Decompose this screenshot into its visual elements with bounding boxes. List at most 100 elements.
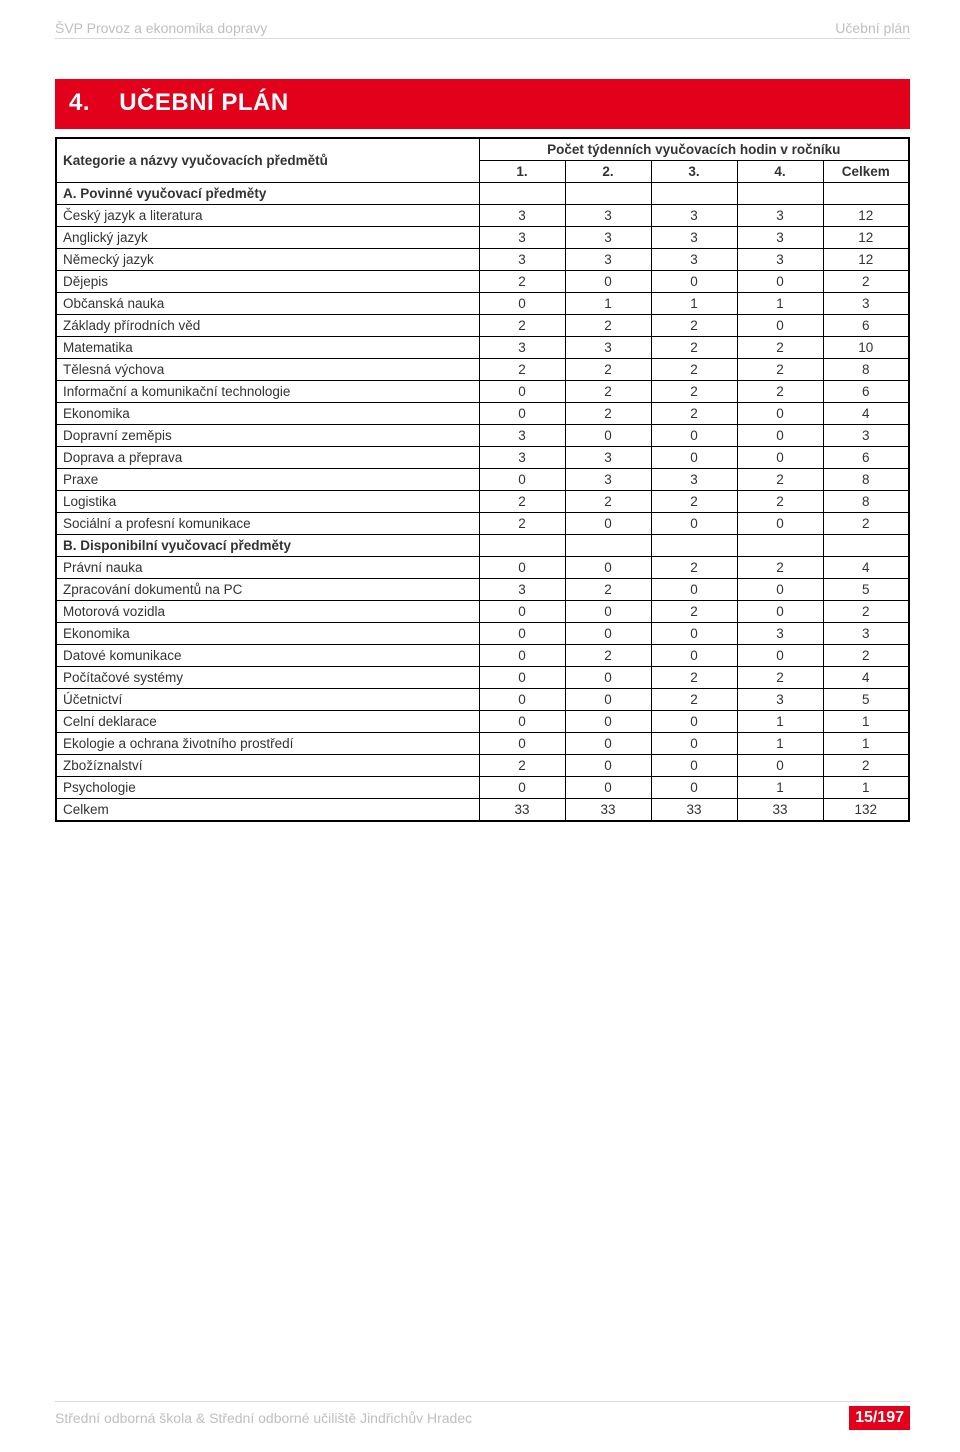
value-cell: 0 bbox=[737, 271, 823, 293]
table-row: Právní nauka00224 bbox=[56, 557, 909, 579]
value-cell: 2 bbox=[565, 579, 651, 601]
subject-cell: Účetnictví bbox=[56, 689, 479, 711]
value-cell: 0 bbox=[737, 513, 823, 535]
subject-cell: Ekonomika bbox=[56, 623, 479, 645]
value-cell: 2 bbox=[651, 337, 737, 359]
value-cell: 0 bbox=[479, 403, 565, 425]
table-row: Tělesná výchova22228 bbox=[56, 359, 909, 381]
value-cell: 0 bbox=[565, 601, 651, 623]
value-cell: 2 bbox=[823, 755, 909, 777]
table-row: Datové komunikace02002 bbox=[56, 645, 909, 667]
value-cell: 1 bbox=[823, 711, 909, 733]
table-row: B. Disponibilní vyučovací předměty bbox=[56, 535, 909, 557]
value-cell: 0 bbox=[479, 557, 565, 579]
section-label-cell: B. Disponibilní vyučovací předměty bbox=[56, 535, 479, 557]
value-cell: 2 bbox=[651, 689, 737, 711]
value-cell: 12 bbox=[823, 249, 909, 271]
subject-cell: Ekonomika bbox=[56, 403, 479, 425]
value-cell: 0 bbox=[737, 447, 823, 469]
value-cell: 3 bbox=[651, 249, 737, 271]
value-cell: 8 bbox=[823, 491, 909, 513]
table-row: Zpracování dokumentů na PC32005 bbox=[56, 579, 909, 601]
value-cell: 3 bbox=[479, 337, 565, 359]
subject-cell: Matematika bbox=[56, 337, 479, 359]
table-row: Občanská nauka01113 bbox=[56, 293, 909, 315]
value-cell: 3 bbox=[565, 469, 651, 491]
subject-cell: Informační a komunikační technologie bbox=[56, 381, 479, 403]
value-cell: 0 bbox=[737, 601, 823, 623]
subject-cell: Tělesná výchova bbox=[56, 359, 479, 381]
value-cell: 2 bbox=[651, 557, 737, 579]
table-row: Dějepis20002 bbox=[56, 271, 909, 293]
empty-cell bbox=[823, 535, 909, 557]
table-row: Český jazyk a literatura333312 bbox=[56, 205, 909, 227]
value-cell: 0 bbox=[565, 557, 651, 579]
subject-cell: Datové komunikace bbox=[56, 645, 479, 667]
table-row: Informační a komunikační technologie0222… bbox=[56, 381, 909, 403]
subject-cell: Dopravní zeměpis bbox=[56, 425, 479, 447]
value-cell: 3 bbox=[651, 205, 737, 227]
value-cell: 33 bbox=[479, 799, 565, 822]
value-cell: 1 bbox=[737, 777, 823, 799]
subject-cell: Praxe bbox=[56, 469, 479, 491]
table-row: Sociální a profesní komunikace20002 bbox=[56, 513, 909, 535]
value-cell: 0 bbox=[737, 579, 823, 601]
table-row: Počítačové systémy00224 bbox=[56, 667, 909, 689]
running-header: ŠVP Provoz a ekonomika dopravy Učební pl… bbox=[55, 20, 910, 39]
value-cell: 6 bbox=[823, 315, 909, 337]
subject-cell: Zpracování dokumentů na PC bbox=[56, 579, 479, 601]
value-cell: 0 bbox=[479, 623, 565, 645]
value-cell: 12 bbox=[823, 205, 909, 227]
empty-cell bbox=[479, 183, 565, 205]
subject-cell: Sociální a profesní komunikace bbox=[56, 513, 479, 535]
value-cell: 2 bbox=[479, 513, 565, 535]
value-cell: 2 bbox=[737, 469, 823, 491]
table-row: Motorová vozidla00202 bbox=[56, 601, 909, 623]
value-cell: 3 bbox=[823, 425, 909, 447]
value-cell: 0 bbox=[651, 579, 737, 601]
value-cell: 2 bbox=[479, 755, 565, 777]
value-cell: 6 bbox=[823, 381, 909, 403]
value-cell: 4 bbox=[823, 557, 909, 579]
subject-cell: Český jazyk a literatura bbox=[56, 205, 479, 227]
subject-cell: Logistika bbox=[56, 491, 479, 513]
page: ŠVP Provoz a ekonomika dopravy Učební pl… bbox=[0, 0, 960, 1452]
subject-cell: Dějepis bbox=[56, 271, 479, 293]
value-cell: 4 bbox=[823, 667, 909, 689]
table-row: Celkem33333333132 bbox=[56, 799, 909, 822]
col-year-3: 3. bbox=[651, 161, 737, 183]
subject-cell: Německý jazyk bbox=[56, 249, 479, 271]
table-row: Zbožíznalství20002 bbox=[56, 755, 909, 777]
value-cell: 2 bbox=[737, 337, 823, 359]
subject-cell: Zbožíznalství bbox=[56, 755, 479, 777]
value-cell: 3 bbox=[565, 249, 651, 271]
value-cell: 0 bbox=[651, 645, 737, 667]
empty-cell bbox=[565, 535, 651, 557]
empty-cell bbox=[651, 183, 737, 205]
value-cell: 0 bbox=[651, 711, 737, 733]
value-cell: 3 bbox=[823, 623, 909, 645]
value-cell: 33 bbox=[737, 799, 823, 822]
value-cell: 8 bbox=[823, 469, 909, 491]
empty-cell bbox=[565, 183, 651, 205]
value-cell: 2 bbox=[823, 513, 909, 535]
value-cell: 0 bbox=[565, 755, 651, 777]
value-cell: 2 bbox=[565, 645, 651, 667]
value-cell: 2 bbox=[479, 271, 565, 293]
section-number: 4. bbox=[69, 89, 90, 116]
header-right: Učební plán bbox=[835, 20, 910, 36]
value-cell: 3 bbox=[737, 227, 823, 249]
value-cell: 3 bbox=[651, 227, 737, 249]
value-cell: 1 bbox=[737, 711, 823, 733]
value-cell: 1 bbox=[651, 293, 737, 315]
page-number-badge: 15/197 bbox=[849, 1406, 910, 1430]
value-cell: 10 bbox=[823, 337, 909, 359]
table-row: Ekonomika00033 bbox=[56, 623, 909, 645]
col-year-4: 4. bbox=[737, 161, 823, 183]
value-cell: 0 bbox=[565, 689, 651, 711]
section-label-cell: A. Povinné vyučovací předměty bbox=[56, 183, 479, 205]
value-cell: 3 bbox=[479, 249, 565, 271]
page-footer: Střední odborná škola & Střední odborné … bbox=[55, 1401, 910, 1430]
value-cell: 0 bbox=[565, 623, 651, 645]
value-cell: 0 bbox=[479, 777, 565, 799]
